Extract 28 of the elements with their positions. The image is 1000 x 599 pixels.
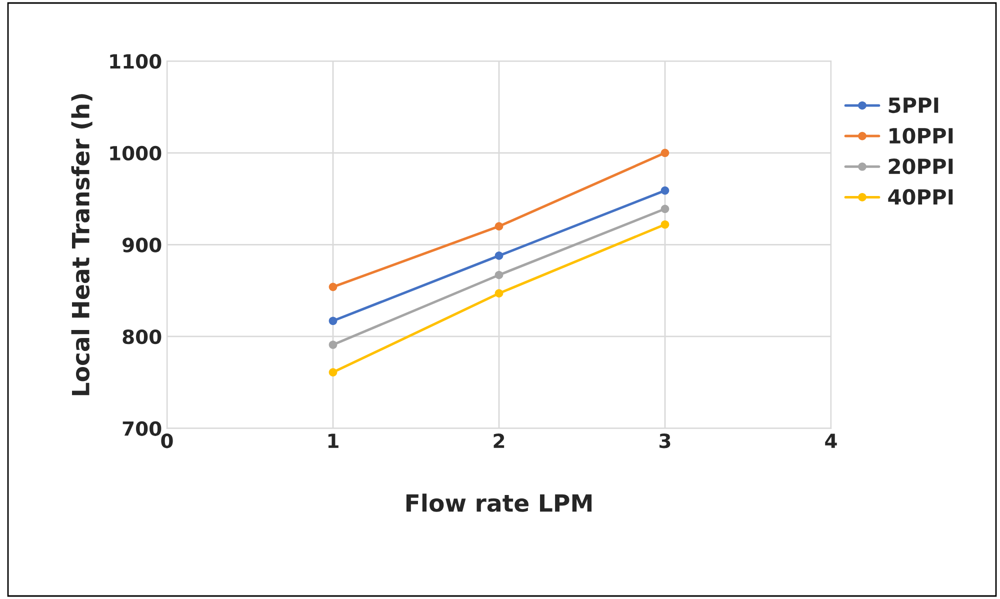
point xyxy=(494,270,504,280)
x-axis-title: Flow rate LPM xyxy=(406,494,592,512)
point xyxy=(328,368,338,376)
x-tick-label: 3 xyxy=(660,433,670,448)
point xyxy=(494,222,504,230)
legend-label: 40PPI xyxy=(888,189,953,205)
y-tick-label: 800 xyxy=(122,329,162,344)
point xyxy=(494,289,504,298)
x-tick-label: 1 xyxy=(328,434,338,448)
y-axis-title: Local Heat Transfer (h) xyxy=(71,94,92,396)
legend-label: 5PPI xyxy=(888,98,938,114)
point xyxy=(328,282,338,292)
point xyxy=(660,186,670,195)
x-tick-label: 2 xyxy=(494,433,504,448)
y-tick-label: 700 xyxy=(122,421,162,436)
point xyxy=(328,316,338,326)
legend-label: 20PPI xyxy=(888,158,953,174)
x-tick-label: 0 xyxy=(161,433,173,448)
legend-label: 10PPI xyxy=(890,128,953,144)
point xyxy=(328,340,338,349)
point xyxy=(494,252,504,260)
y-tick-label: 900 xyxy=(122,238,162,252)
x-tick-label: 4 xyxy=(825,434,837,448)
point xyxy=(660,148,670,158)
y-tick-label: 1000 xyxy=(110,146,162,161)
y-tick-label: 1100 xyxy=(110,54,162,69)
point xyxy=(660,220,670,229)
point xyxy=(660,204,670,214)
